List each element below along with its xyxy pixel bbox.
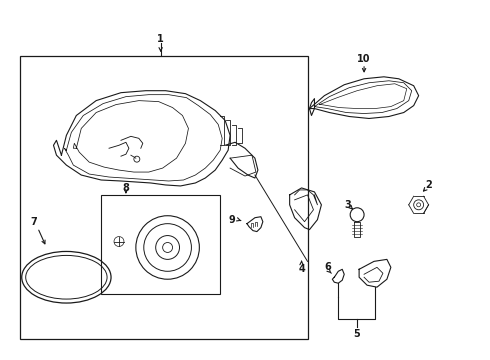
Bar	[101, 195, 220, 294]
Text: 4: 4	[298, 264, 305, 274]
Text: 10: 10	[357, 54, 371, 64]
Text: 1: 1	[157, 34, 164, 44]
Text: 3: 3	[345, 200, 351, 210]
Text: 7: 7	[30, 217, 37, 227]
Text: 2: 2	[425, 180, 432, 190]
Text: 8: 8	[122, 183, 129, 193]
Text: 6: 6	[324, 262, 331, 272]
Bar	[20, 56, 308, 339]
Text: 9: 9	[229, 215, 236, 225]
Text: 5: 5	[353, 329, 360, 339]
